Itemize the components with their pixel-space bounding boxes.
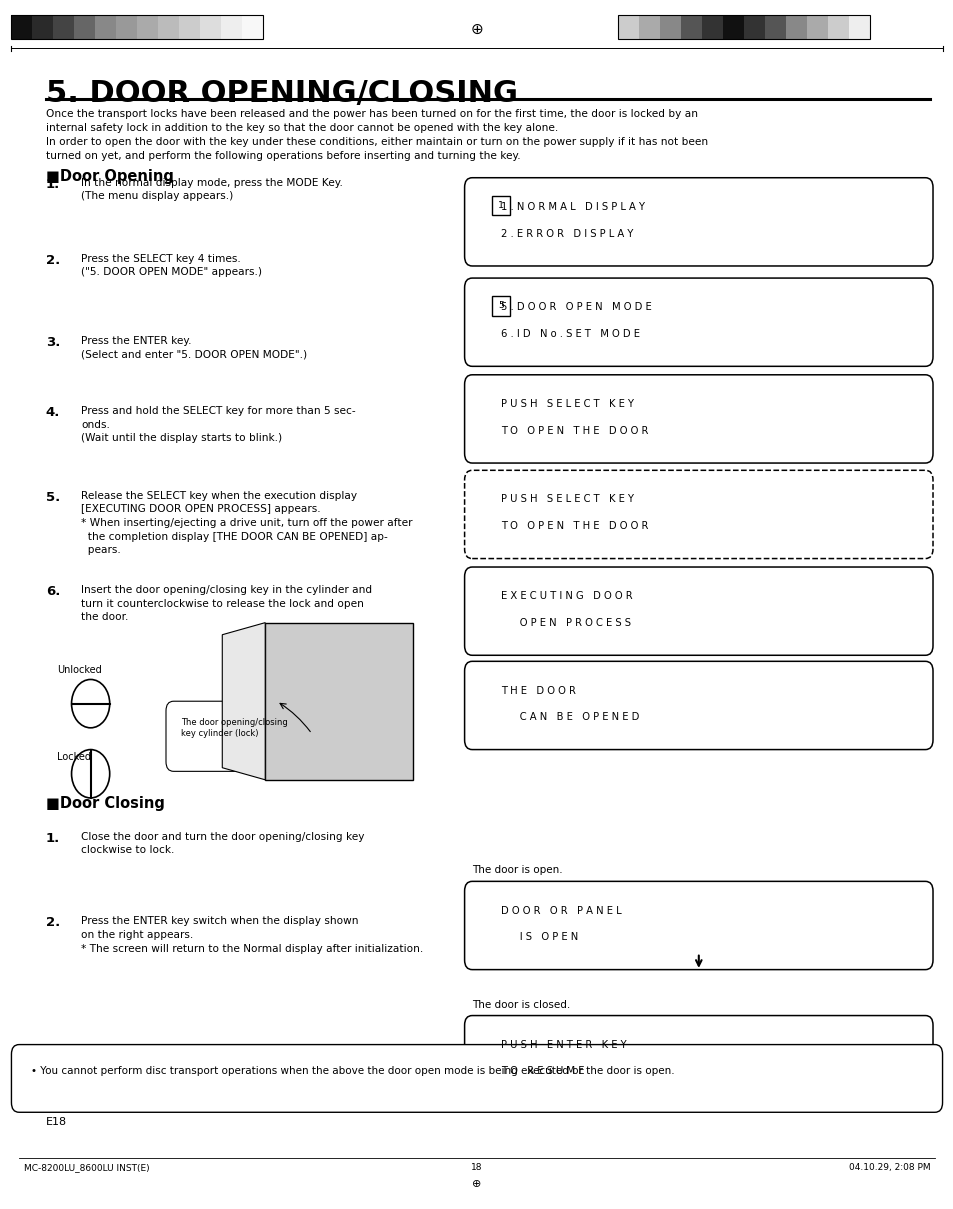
Bar xyxy=(680,15,701,39)
FancyBboxPatch shape xyxy=(464,470,932,559)
FancyBboxPatch shape xyxy=(464,881,932,970)
Text: E X E C U T I N G   D O O R: E X E C U T I N G D O O R xyxy=(500,591,632,601)
Text: T O   O P E N   T H E   D O O R: T O O P E N T H E D O O R xyxy=(500,426,647,435)
Bar xyxy=(764,15,785,39)
Text: 2.: 2. xyxy=(46,254,60,267)
Text: C A N   B E   O P E N E D: C A N B E O P E N E D xyxy=(500,712,639,722)
Text: 2 . E R R O R   D I S P L A Y: 2 . E R R O R D I S P L A Y xyxy=(500,229,633,238)
Text: T O   R E S U M E: T O R E S U M E xyxy=(500,1066,584,1076)
Text: Press the SELECT key 4 times.
("5. DOOR OPEN MODE" appears.): Press the SELECT key 4 times. ("5. DOOR … xyxy=(81,254,262,278)
Bar xyxy=(743,15,764,39)
Bar xyxy=(32,15,53,39)
Text: Insert the door opening/closing key in the cylinder and
turn it counterclockwise: Insert the door opening/closing key in t… xyxy=(81,585,372,623)
FancyBboxPatch shape xyxy=(492,296,510,316)
Text: 18: 18 xyxy=(471,1163,482,1172)
Text: Unlocked: Unlocked xyxy=(57,665,102,675)
Bar xyxy=(242,15,263,39)
Text: 1.: 1. xyxy=(46,178,60,191)
FancyBboxPatch shape xyxy=(492,196,510,215)
Text: • You cannot perform disc transport operations when the above the door open mode: • You cannot perform disc transport oper… xyxy=(31,1066,675,1076)
Bar xyxy=(221,15,242,39)
FancyBboxPatch shape xyxy=(464,1016,932,1104)
Text: 1: 1 xyxy=(497,201,504,210)
Bar xyxy=(848,15,869,39)
Text: Once the transport locks have been released and the power has been turned on for: Once the transport locks have been relea… xyxy=(46,109,707,161)
FancyBboxPatch shape xyxy=(464,178,932,266)
Text: MC-8200LU_8600LU INST(E): MC-8200LU_8600LU INST(E) xyxy=(24,1163,150,1172)
Text: 1 . N O R M A L   D I S P L A Y: 1 . N O R M A L D I S P L A Y xyxy=(500,202,644,212)
Bar xyxy=(53,15,74,39)
Text: 5: 5 xyxy=(497,301,504,311)
Text: 4.: 4. xyxy=(46,406,60,420)
Text: The door is closed.: The door is closed. xyxy=(472,1000,570,1010)
Text: 6 . I D   N o . S E T   M O D E: 6 . I D N o . S E T M O D E xyxy=(500,329,639,339)
Text: 3.: 3. xyxy=(46,336,60,349)
Bar xyxy=(265,623,413,780)
Text: In the normal display mode, press the MODE Key.
(The menu display appears.): In the normal display mode, press the MO… xyxy=(81,178,343,202)
Bar xyxy=(618,15,869,39)
Text: Press and hold the SELECT key for more than 5 sec-
onds.
(Wait until the display: Press and hold the SELECT key for more t… xyxy=(81,406,355,444)
FancyBboxPatch shape xyxy=(464,567,932,655)
Bar xyxy=(722,15,743,39)
Text: T O   O P E N   T H E   D O O R: T O O P E N T H E D O O R xyxy=(500,521,647,531)
FancyBboxPatch shape xyxy=(11,1045,942,1112)
Text: P U S H   S E L E C T   K E Y: P U S H S E L E C T K E Y xyxy=(500,399,633,409)
Text: E18: E18 xyxy=(46,1117,67,1127)
Bar xyxy=(95,15,116,39)
Bar xyxy=(639,15,659,39)
FancyBboxPatch shape xyxy=(464,375,932,463)
Text: ■Door Opening: ■Door Opening xyxy=(46,169,173,184)
Text: ■Door Closing: ■Door Closing xyxy=(46,796,165,810)
Text: 5.: 5. xyxy=(46,491,60,504)
Bar xyxy=(158,15,179,39)
Text: D O O R   O R   P A N E L: D O O R O R P A N E L xyxy=(500,906,620,915)
Text: Close the door and turn the door opening/closing key
clockwise to lock.: Close the door and turn the door opening… xyxy=(81,832,364,856)
Text: ⊕: ⊕ xyxy=(470,22,483,36)
Text: Press the ENTER key.
(Select and enter "5. DOOR OPEN MODE".): Press the ENTER key. (Select and enter "… xyxy=(81,336,307,360)
FancyBboxPatch shape xyxy=(464,278,932,366)
Text: Locked: Locked xyxy=(57,752,91,762)
Bar xyxy=(701,15,722,39)
Text: 04.10.29, 2:08 PM: 04.10.29, 2:08 PM xyxy=(847,1163,929,1172)
FancyBboxPatch shape xyxy=(166,701,319,771)
Text: O P E N   P R O C E S S: O P E N P R O C E S S xyxy=(500,618,630,627)
Text: ⊕: ⊕ xyxy=(472,1179,481,1188)
Text: P U S H   E N T E R   K E Y: P U S H E N T E R K E Y xyxy=(500,1040,626,1049)
Bar xyxy=(116,15,137,39)
Bar xyxy=(659,15,680,39)
Text: P U S H   S E L E C T   K E Y: P U S H S E L E C T K E Y xyxy=(500,494,633,504)
Bar xyxy=(806,15,827,39)
Text: 1.: 1. xyxy=(46,832,60,845)
FancyBboxPatch shape xyxy=(464,661,932,750)
Bar xyxy=(618,15,639,39)
Text: The door is open.: The door is open. xyxy=(472,866,562,875)
Text: 5. DOOR OPENING/CLOSING: 5. DOOR OPENING/CLOSING xyxy=(46,79,517,108)
Bar xyxy=(11,15,32,39)
Text: The door opening/closing
key cylinder (lock): The door opening/closing key cylinder (l… xyxy=(181,718,288,739)
Bar xyxy=(827,15,848,39)
Text: Press the ENTER key switch when the display shown
on the right appears.
* The sc: Press the ENTER key switch when the disp… xyxy=(81,916,423,954)
Bar xyxy=(74,15,95,39)
Bar xyxy=(137,15,158,39)
Bar xyxy=(11,15,263,39)
Text: I S   O P E N: I S O P E N xyxy=(500,932,578,942)
Polygon shape xyxy=(222,623,265,780)
Text: 5 . D O O R   O P E N   M O D E: 5 . D O O R O P E N M O D E xyxy=(500,302,651,312)
Bar xyxy=(179,15,200,39)
Text: T H E   D O O R: T H E D O O R xyxy=(500,686,575,695)
Bar xyxy=(200,15,221,39)
Bar xyxy=(785,15,806,39)
Text: 6.: 6. xyxy=(46,585,60,598)
Text: Release the SELECT key when the execution display
[EXECUTING DOOR OPEN PROCESS] : Release the SELECT key when the executio… xyxy=(81,491,412,555)
Text: 2.: 2. xyxy=(46,916,60,930)
